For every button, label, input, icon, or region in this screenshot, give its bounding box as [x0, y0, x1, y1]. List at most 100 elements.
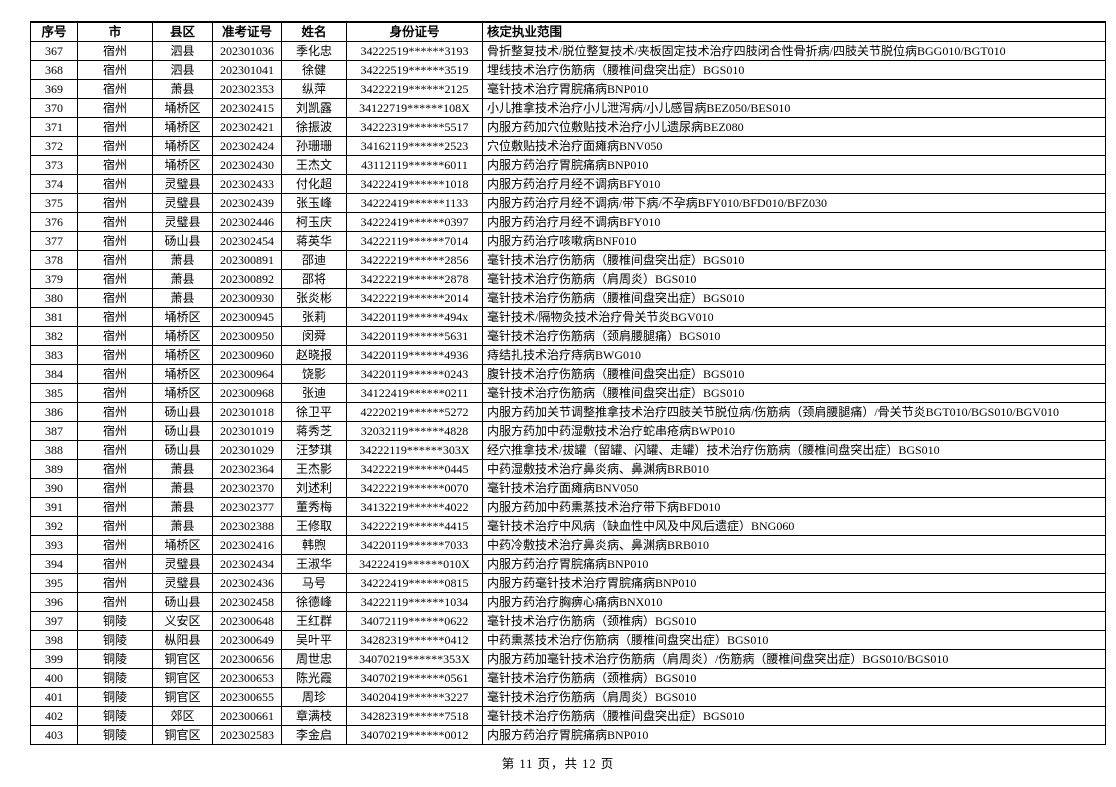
cell-exam-number: 202300892	[212, 269, 282, 289]
cell-index: 375	[30, 193, 78, 213]
cell-county: 灵璧县	[152, 174, 213, 194]
cell-city: 宿州	[77, 459, 153, 479]
table-row: 392 宿州 萧县 202302388 王修取 34222219******44…	[30, 516, 1106, 536]
cell-index: 368	[30, 60, 78, 80]
table-row: 398 铜陵 枞阳县 202300649 吴叶平 34282319******0…	[30, 630, 1106, 650]
table-row: 377 宿州 砀山县 202302454 蒋英华 34222119******7…	[30, 231, 1106, 251]
cell-exam-number: 202302424	[212, 136, 282, 156]
table-row: 371 宿州 埇桥区 202302421 徐振波 34222319******5…	[30, 117, 1106, 137]
cell-id-number: 34222319******5517	[346, 117, 483, 137]
cell-city: 宿州	[77, 421, 153, 441]
cell-id-number: 34222119******303X	[346, 440, 483, 460]
cell-scope: 毫针技术治疗伤筋病（腰椎间盘突出症）BGS010	[482, 250, 1106, 270]
cell-scope: 毫针技术治疗伤筋病（肩周炎）BGS010	[482, 269, 1106, 289]
cell-name: 闵舜	[281, 326, 347, 346]
cell-exam-number: 202300661	[212, 706, 282, 726]
cell-county: 泗县	[152, 41, 213, 61]
cell-id-number: 34222419******0815	[346, 573, 483, 593]
cell-index: 401	[30, 687, 78, 707]
table-row: 368 宿州 泗县 202301041 徐健 34222519******351…	[30, 60, 1106, 80]
cell-county: 萧县	[152, 497, 213, 517]
cell-scope: 痔结扎技术治疗痔病BWG010	[482, 345, 1106, 365]
cell-name: 周世忠	[281, 649, 347, 669]
cell-county: 枞阳县	[152, 630, 213, 650]
cell-id-number: 42220219******5272	[346, 402, 483, 422]
cell-city: 宿州	[77, 573, 153, 593]
cell-index: 378	[30, 250, 78, 270]
cell-name: 汪梦琪	[281, 440, 347, 460]
cell-exam-number: 202300649	[212, 630, 282, 650]
cell-id-number: 34162119******2523	[346, 136, 483, 156]
cell-city: 宿州	[77, 193, 153, 213]
cell-scope: 中药熏蒸技术治疗伤筋病（腰椎间盘突出症）BGS010	[482, 630, 1106, 650]
cell-city: 宿州	[77, 554, 153, 574]
cell-county: 铜官区	[152, 649, 213, 669]
col-header-city: 市	[77, 21, 153, 42]
cell-id-number: 34070219******0561	[346, 668, 483, 688]
cell-exam-number: 202302439	[212, 193, 282, 213]
cell-name: 季化忠	[281, 41, 347, 61]
cell-id-number: 34220119******0243	[346, 364, 483, 384]
page-indicator: 第 11 页，共 12 页	[501, 757, 615, 771]
cell-name: 付化超	[281, 174, 347, 194]
cell-county: 义安区	[152, 611, 213, 631]
cell-scope: 小儿推拿技术治疗小儿泄泻病/小儿感冒病BEZ050/BES010	[482, 98, 1106, 118]
cell-city: 宿州	[77, 174, 153, 194]
cell-scope: 内服方药治疗胸痹心痛病BNX010	[482, 592, 1106, 612]
cell-city: 宿州	[77, 307, 153, 327]
cell-name: 李金启	[281, 725, 347, 745]
cell-name: 韩煦	[281, 535, 347, 555]
cell-index: 371	[30, 117, 78, 137]
cell-exam-number: 202300648	[212, 611, 282, 631]
cell-county: 灵璧县	[152, 573, 213, 593]
cell-exam-number: 202300968	[212, 383, 282, 403]
cell-county: 埇桥区	[152, 535, 213, 555]
cell-scope: 毫针技术治疗伤筋病（腰椎间盘突出症）BGS010	[482, 383, 1106, 403]
cell-city: 宿州	[77, 212, 153, 232]
cell-exam-number: 202301029	[212, 440, 282, 460]
cell-exam-number: 202302430	[212, 155, 282, 175]
cell-name: 徐德峰	[281, 592, 347, 612]
cell-index: 379	[30, 269, 78, 289]
cell-scope: 内服方药加关节调整推拿技术治疗四肢关节脱位病/伤筋病（颈肩腰腿痛）/骨关节炎BG…	[482, 402, 1106, 422]
cell-exam-number: 202302353	[212, 79, 282, 99]
cell-scope: 毫针技术治疗伤筋病（腰椎间盘突出症）BGS010	[482, 288, 1106, 308]
table-row: 370 宿州 埇桥区 202302415 刘凯露 34122719******1…	[30, 98, 1106, 118]
cell-id-number: 34020419******3227	[346, 687, 483, 707]
cell-index: 373	[30, 155, 78, 175]
cell-county: 萧县	[152, 516, 213, 536]
cell-exam-number: 202300655	[212, 687, 282, 707]
cell-name: 邵迪	[281, 250, 347, 270]
cell-city: 铜陵	[77, 611, 153, 631]
cell-id-number: 34282319******0412	[346, 630, 483, 650]
table-row: 384 宿州 埇桥区 202300964 饶影 34220119******02…	[30, 364, 1106, 384]
cell-scope: 中药冷敷技术治疗鼻炎病、鼻渊病BRB010	[482, 535, 1106, 555]
table-row: 374 宿州 灵璧县 202302433 付化超 34222419******1…	[30, 174, 1106, 194]
col-header-name: 姓名	[281, 21, 347, 42]
cell-id-number: 34222419******1133	[346, 193, 483, 213]
cell-index: 369	[30, 79, 78, 99]
cell-county: 埇桥区	[152, 364, 213, 384]
cell-exam-number: 202300964	[212, 364, 282, 384]
cell-name: 赵晓报	[281, 345, 347, 365]
table-row: 394 宿州 灵璧县 202302434 王淑华 34222419******0…	[30, 554, 1106, 574]
table-row: 367 宿州 泗县 202301036 季化忠 34222519******31…	[30, 41, 1106, 61]
cell-exam-number: 202302583	[212, 725, 282, 745]
cell-id-number: 34122719******108X	[346, 98, 483, 118]
cell-scope: 毫针技术治疗伤筋病（腰椎间盘突出症）BGS010	[482, 706, 1106, 726]
cell-name: 王淑华	[281, 554, 347, 574]
cell-scope: 内服方药治疗胃脘痛病BNP010	[482, 725, 1106, 745]
cell-exam-number: 202302415	[212, 98, 282, 118]
cell-city: 宿州	[77, 535, 153, 555]
cell-index: 395	[30, 573, 78, 593]
cell-id-number: 34222519******3519	[346, 60, 483, 80]
cell-city: 宿州	[77, 383, 153, 403]
cell-id-number: 34222219******2878	[346, 269, 483, 289]
cell-index: 387	[30, 421, 78, 441]
cell-name: 徐健	[281, 60, 347, 80]
cell-county: 埇桥区	[152, 155, 213, 175]
cell-scope: 内服方药治疗月经不调病BFY010	[482, 174, 1106, 194]
table-row: 387 宿州 砀山县 202301019 蒋秀芝 32032119******4…	[30, 421, 1106, 441]
cell-city: 宿州	[77, 345, 153, 365]
